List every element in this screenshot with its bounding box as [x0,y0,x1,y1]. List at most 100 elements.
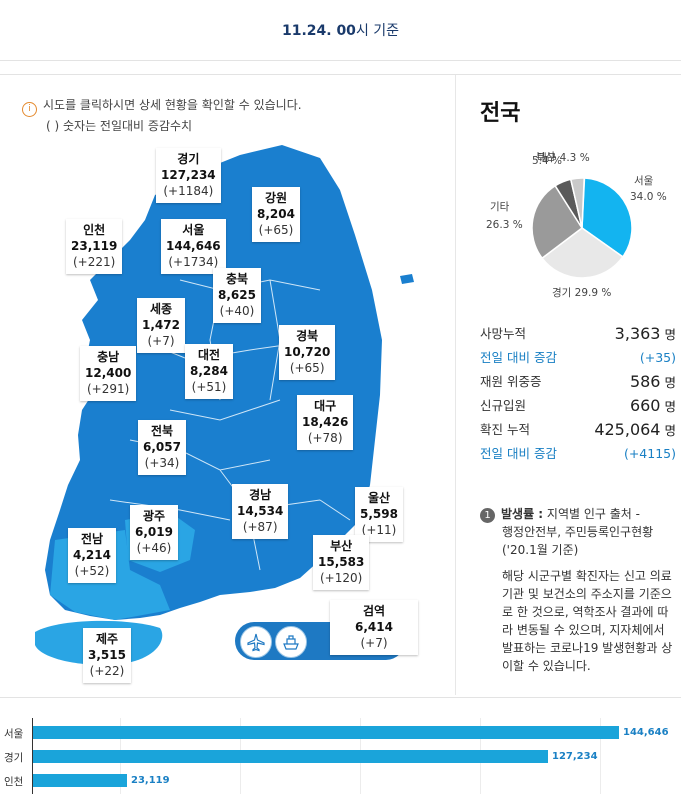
region-name: 대전 [197,348,221,362]
region-jeju[interactable]: 제주 3,515 (+22) [83,628,131,683]
note-number-icon: 1 [480,508,495,523]
region-diff: (+291) [86,382,130,396]
stat-unit: 명 [664,423,676,438]
region-value: 6,057 [143,440,181,454]
region-ulsan[interactable]: 울산 5,598 (+11) [355,487,403,542]
stat-deaths: 사망누적 3,363 명 [480,322,676,346]
pie-label-gyeonggi: 경기 29.9 % [552,286,611,299]
region-name: 강원 [264,191,288,205]
bar-label: 인천 [4,776,24,788]
region-daejeon[interactable]: 대전 8,284 (+51) [185,344,233,399]
stat-unit: 명 [664,399,676,414]
region-chungnam[interactable]: 충남 12,400 (+291) [80,346,137,401]
bar-row: 인천 23,119 [0,774,681,794]
region-name: 충남 [97,350,120,364]
region-seoul[interactable]: 서울 144,646 (+1734) [161,219,226,274]
region-value: 6,019 [135,525,173,539]
airplane-icon [240,626,272,658]
region-name: 서울 [182,223,205,237]
stat-new-admission: 신규입원 660 명 [480,394,676,418]
region-value: 6,414 [355,620,393,634]
pie-label-seoul-pct: 34.0 % [630,191,667,203]
region-jeonnam[interactable]: 전남 4,214 (+52) [68,528,116,583]
region-busan[interactable]: 부산 15,583 (+120) [313,535,370,590]
region-sejong[interactable]: 세종 1,472 (+7) [137,298,185,353]
ship-icon [275,626,307,658]
note-title-rest: 지역별 인구 출처 - [543,507,640,521]
region-daegu[interactable]: 대구 18,426 (+78) [297,395,354,450]
stat-unit: 명 [664,327,676,342]
stat-number: 3,363 [614,324,661,343]
divider [455,75,456,695]
region-value: 8,204 [257,207,295,221]
region-gwangju[interactable]: 광주 6,019 (+46) [130,505,178,560]
region-value: 8,625 [218,288,256,302]
pie-label-busan: 부산 [536,151,556,163]
stat-critical: 재원 위중증 586 명 [480,370,676,394]
note-paragraph: 해당 시군구별 확진자는 신고 의료기관 및 보건소의 주소지를 기준으로 한 … [502,569,673,673]
region-bar-chart: 서울 144,646 경기 127,234 인천 23,119 [0,712,681,794]
stat-value: 425,064 명 [594,418,676,443]
region-gyeonggi[interactable]: 경기 127,234 (+1184) [156,148,221,203]
region-diff: (+65) [258,223,294,237]
pie-slice-대구 [569,177,585,229]
national-title: 전국 [480,101,521,126]
map-notice: i 시도를 클릭하시면 상세 현황을 확인할 수 있습니다. ( ) 숫자는 전일… [22,96,302,135]
region-gangwon[interactable]: 강원 8,204 (+65) [252,187,300,242]
notice-line2: ( ) 숫자는 전일대비 증감수치 [46,119,193,133]
note-line3: ('20.1월 기준) [502,543,579,557]
bar-value-label: 144,646 [623,727,669,738]
region-value: 18,426 [302,415,349,429]
stat-unit: 명 [664,375,676,390]
stat-key: 재원 위중증 [480,374,542,389]
note-title: 발생률 : [501,507,544,521]
region-name: 제주 [95,632,119,646]
region-diff: (+78) [307,431,343,445]
stat-value: 660 명 [630,394,676,419]
region-diff: (+34) [144,456,180,470]
bar-value-label: 127,234 [552,751,598,762]
national-stats: 사망누적 3,363 명 전일 대비 증감 (+35) 재원 위중증 586 명 신… [480,322,676,466]
pie-label-etc: 기타 [490,201,510,213]
region-value: 4,214 [73,548,111,562]
region-diff: (+65) [289,361,325,375]
region-diff: (+40) [219,304,255,318]
stat-confirmed-diff: 전일 대비 증감 (+4115) [480,442,676,466]
bar-value-label: 23,119 [131,775,170,786]
region-jeonbuk[interactable]: 전북 6,057 (+34) [138,420,186,475]
region-name: 대구 [314,399,337,413]
region-incheon[interactable]: 인천 23,119 (+221) [66,219,123,274]
stat-number: 586 [629,372,661,391]
bar [33,726,619,739]
stat-value: (+35) [639,350,676,365]
region-gyeongbuk[interactable]: 경북 10,720 (+65) [279,325,336,380]
bar-label: 경기 [4,752,24,764]
bar [33,750,548,763]
incidence-note: 1 발생률 : 지역별 인구 출처 - 행정안전부, 주민등록인구현황 ('20.… [480,505,676,675]
date-bold: 11.24. 00 [281,23,356,39]
region-quarantine[interactable]: 검역 6,414 (+7) [330,600,418,655]
region-value: 8,284 [190,364,228,378]
region-name: 세종 [149,302,173,316]
region-value: 14,534 [237,504,284,518]
region-diff: (+1184) [163,184,214,198]
region-value: 10,720 [284,345,331,359]
stat-key: 신규입원 [480,398,527,413]
pie-label-seoul: 서울 [634,175,654,187]
region-diff: (+87) [242,520,278,534]
region-value: 15,583 [318,555,365,569]
stat-value: 586 명 [630,370,676,395]
date-header: 11.24. 00시 기준 [0,0,681,61]
stat-key: 사망누적 [480,326,527,341]
region-gyeongnam[interactable]: 경남 14,534 (+87) [232,484,289,539]
ulleung-island[interactable] [400,274,414,284]
region-value: 12,400 [85,366,132,380]
region-value: 5,598 [360,507,398,521]
region-chungbuk[interactable]: 충북 8,625 (+40) [213,268,261,323]
date-stamp: 11.24. 00시 기준 [0,0,681,62]
info-icon: i [22,102,37,117]
stat-key: 전일 대비 증감 [480,446,557,461]
stat-value: 3,363 명 [615,322,676,347]
region-name: 경기 [177,152,200,166]
region-diff: (+51) [191,380,227,394]
